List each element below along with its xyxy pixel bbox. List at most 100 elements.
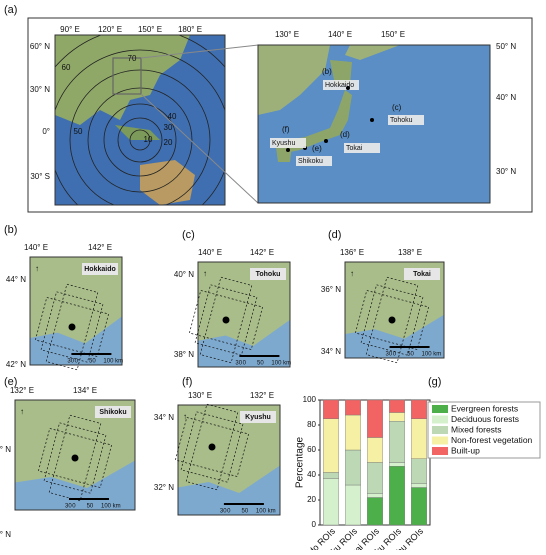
roi-box — [185, 403, 239, 491]
lat-label: 30° N — [496, 167, 516, 176]
map-land — [30, 257, 122, 344]
panel-a-frame — [27, 17, 533, 213]
site-tag: (d) — [340, 130, 350, 139]
zoom-line — [140, 44, 259, 59]
north-arrow: ↑ — [350, 269, 354, 278]
roi-box — [365, 276, 419, 364]
legend-label: Evergreen forests — [451, 403, 518, 413]
lat-label: 32° N — [0, 530, 11, 539]
map-frame — [14, 399, 136, 511]
label-box — [296, 156, 332, 166]
globe-frame — [54, 34, 226, 206]
zoom-line — [140, 93, 259, 204]
legend-label: Built-up — [451, 445, 480, 455]
contour-label: 20 — [164, 138, 173, 147]
site-dot — [346, 86, 350, 90]
label-box — [270, 138, 306, 148]
site-dot — [370, 118, 374, 122]
scale-label: 50 — [87, 504, 94, 510]
scale-bar — [71, 353, 112, 355]
label-box — [95, 406, 131, 418]
legend-swatch — [432, 447, 448, 455]
lat-label: 34° N — [0, 445, 11, 454]
map-name: Tokai — [413, 271, 431, 278]
site-name: Tohoku — [390, 117, 413, 124]
site-dot — [388, 316, 396, 324]
lat-label: 30° N — [30, 85, 50, 94]
roi-box — [48, 414, 102, 502]
contour-label: 40 — [168, 112, 177, 121]
lat-label: 40° N — [174, 270, 194, 279]
lat-label: 38° N — [174, 350, 194, 359]
site-dot — [208, 443, 216, 451]
lon-label: 150° E — [381, 30, 405, 39]
scale-label: 100 km — [101, 504, 121, 510]
map-frame — [177, 404, 281, 516]
roi-box — [43, 422, 107, 494]
roi-box — [37, 428, 113, 488]
lon-label: 120° E — [98, 25, 122, 34]
bar-segment — [367, 497, 383, 526]
lat-label: 42° N — [6, 360, 26, 369]
bar-segment — [367, 462, 383, 494]
label-box — [240, 411, 276, 423]
contour-label: 70 — [128, 54, 137, 63]
roi-box — [188, 290, 264, 350]
lat-label: 34° N — [321, 347, 341, 356]
panel-label: (d) — [328, 229, 341, 241]
scale-label: 0 — [393, 352, 397, 358]
lon-label: 142° E — [88, 243, 112, 252]
site-dot — [71, 454, 79, 462]
lat-label: 0° — [42, 127, 50, 136]
north-arrow: ↑ — [203, 269, 207, 278]
lat-label: 60° N — [30, 42, 50, 51]
bar-segment — [411, 487, 427, 526]
contour-label: 60 — [62, 63, 71, 72]
map-name: Shikoku — [99, 409, 126, 416]
contour-label: 30 — [164, 123, 173, 132]
lat-label: 36° N — [321, 285, 341, 294]
lat-label: 34° N — [154, 413, 174, 422]
y-tick-label: 20 — [307, 495, 316, 504]
y-tick-label: 100 — [303, 395, 317, 404]
bar-segment — [411, 418, 427, 459]
bar-segment — [345, 484, 361, 526]
label-box — [388, 115, 424, 125]
bar-segment — [367, 493, 383, 498]
legend-label: Deciduous forests — [451, 414, 519, 424]
lon-label: 90° E — [60, 25, 80, 34]
roi-box — [199, 276, 253, 364]
bar-segment — [323, 418, 339, 473]
label-box — [323, 80, 359, 90]
bar-segment — [389, 399, 405, 413]
lon-label: 140° E — [24, 243, 48, 252]
bar-segment — [389, 462, 405, 467]
map-name: Kyushu — [245, 414, 271, 421]
site-dot — [324, 139, 328, 143]
scale-label: 30 — [67, 359, 74, 365]
bar-segment — [411, 483, 427, 488]
roi-box — [174, 417, 250, 477]
lon-label: 132° E — [10, 386, 34, 395]
scale-label: 30 — [235, 361, 242, 367]
scale-bar — [223, 503, 264, 505]
bar-segment — [389, 421, 405, 463]
lat-label: 30° S — [30, 172, 50, 181]
legend-label: Mixed forests — [451, 424, 502, 434]
bar-segment — [411, 399, 427, 419]
label-box — [250, 268, 286, 280]
scale-label: 50 — [242, 509, 249, 515]
map-land — [198, 262, 290, 346]
scale-label: 0 — [243, 361, 247, 367]
scale-label: 100 km — [422, 352, 442, 358]
lon-label: 140° E — [328, 30, 352, 39]
scale-label: 50 — [89, 359, 96, 365]
bar-segment — [367, 437, 383, 463]
map-land — [345, 262, 444, 339]
site-name: Kyushu — [272, 140, 295, 147]
lat-label: 40° N — [496, 93, 516, 102]
lon-label: 136° E — [340, 248, 364, 257]
scale-label: 0 — [75, 359, 79, 365]
bar-segment — [323, 472, 339, 479]
bar-segment — [345, 414, 361, 451]
